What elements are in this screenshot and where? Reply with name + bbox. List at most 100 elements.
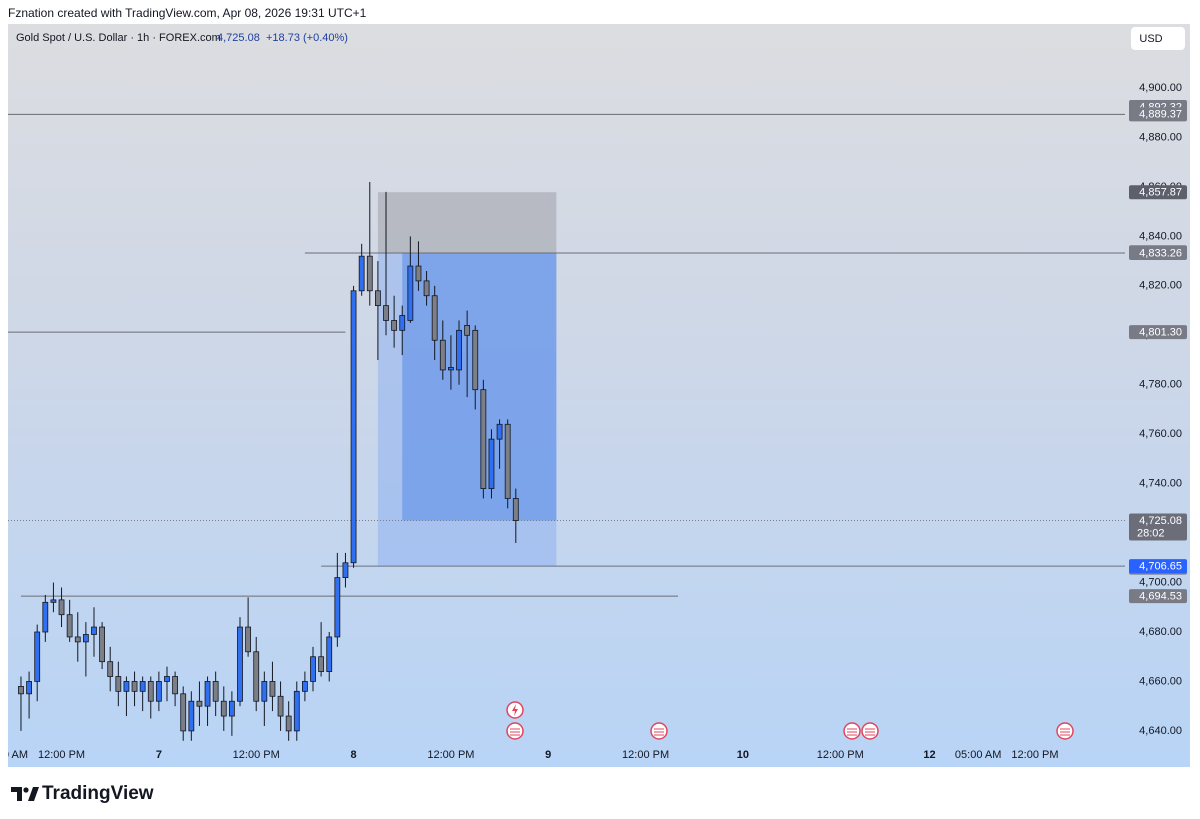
- candle-body: [212, 681, 219, 702]
- level-tag-box: [1129, 589, 1187, 604]
- level-tag-box: [1129, 246, 1187, 261]
- y-tick-label: 4,640.00: [1139, 725, 1182, 737]
- y-tick-label: 4,680.00: [1139, 626, 1182, 638]
- plot: 05:00 AM 12:00 PM 7 12:00 PM 8 12:00 PM 9 12:00…: [0, 113, 1125, 761]
- y-tick-label: 4,740.00: [1139, 478, 1182, 490]
- currency-label[interactable]: USD: [1139, 33, 1162, 45]
- level-tag-label: 4,801.30: [1139, 326, 1182, 338]
- x-tick-label: 12:00 PM: [622, 749, 669, 761]
- candle-body: [99, 626, 105, 663]
- candle-body: [431, 295, 438, 341]
- x-tick-label: 7: [156, 749, 162, 761]
- x-tick-label: 12:00 PM: [427, 749, 474, 761]
- candle-body: [164, 676, 170, 682]
- candle-body: [399, 315, 406, 331]
- candle-body: [415, 265, 422, 282]
- level-tag-box: [1129, 325, 1187, 340]
- current-tag-label: 4,725.08: [1139, 515, 1182, 527]
- candle-body: [472, 329, 479, 391]
- candle-body: [277, 695, 284, 717]
- y-tick-label: 4,780.00: [1139, 379, 1182, 391]
- caption: Fznation created with TradingView.com, A…: [8, 6, 367, 20]
- x-tick-label: 8: [351, 749, 357, 761]
- candle-body: [123, 681, 130, 692]
- stop-tag-box: [1129, 185, 1187, 200]
- last-price: 4,725.08: [217, 32, 260, 44]
- candle-body: [115, 676, 122, 692]
- level-tag-label: 4,694.53: [1139, 590, 1182, 602]
- candle-body: [456, 329, 462, 371]
- y-tick-label: 4,880.00: [1139, 131, 1182, 143]
- candle-body: [107, 661, 114, 677]
- candle-body: [42, 601, 49, 633]
- candle-body: [196, 700, 203, 707]
- candle-body: [439, 339, 446, 371]
- candle-body: [366, 255, 373, 292]
- x-tick-label: 12:00 PM: [817, 749, 864, 761]
- price-axis: 4,640.004,660.004,680.004,700.004,720.00…: [1129, 82, 1187, 737]
- candle-body: [228, 700, 235, 717]
- candle-body: [74, 636, 81, 643]
- candle-body: [34, 631, 41, 682]
- candle-body: [18, 685, 24, 695]
- level-tag-box: [1129, 559, 1187, 574]
- candle-body: [188, 700, 195, 732]
- candle-body: [285, 715, 292, 732]
- candle-body: [480, 389, 487, 489]
- candle-body: [245, 626, 252, 653]
- y-tick-label: 4,840.00: [1139, 230, 1182, 242]
- symbol-title: Gold Spot / U.S. Dollar · 1h · FOREX.com: [16, 32, 221, 44]
- reward-progress: [402, 253, 557, 521]
- candle-body: [350, 290, 357, 564]
- level-tag-label: 4,833.26: [1139, 247, 1182, 259]
- candle-body: [26, 681, 32, 695]
- candle-body: [423, 280, 430, 297]
- candle-body: [180, 693, 187, 732]
- candle-body: [383, 305, 389, 321]
- candle-body: [50, 599, 57, 603]
- candle-body: [237, 626, 243, 702]
- brand-name: TradingView: [42, 783, 154, 804]
- y-tick-label: 4,660.00: [1139, 675, 1182, 687]
- currency-button[interactable]: [1131, 27, 1185, 50]
- price-change: +18.73 (+0.40%): [266, 32, 348, 44]
- x-tick-label: 12: [923, 749, 935, 761]
- candle-body: [253, 651, 260, 702]
- x-tick-label: 05:00 AM: [0, 749, 28, 761]
- candle-body: [334, 577, 341, 638]
- y-tick-label: 4,700.00: [1139, 576, 1182, 588]
- x-tick-label: 05:00 AM: [955, 749, 1001, 761]
- y-tick-label: 4,900.00: [1139, 82, 1182, 94]
- x-tick-label: 10: [737, 749, 749, 761]
- candle-body: [66, 614, 73, 638]
- candle-body: [358, 255, 365, 292]
- y-tick-label: 4,760.00: [1139, 428, 1182, 440]
- candle-body: [269, 681, 276, 697]
- countdown-label: 28:02: [1137, 527, 1165, 539]
- level-tag-label: 4,706.65: [1139, 561, 1182, 573]
- candle-body: [374, 290, 381, 307]
- candle-body: [204, 681, 211, 707]
- candle-body: [407, 265, 414, 321]
- candle-body: [342, 562, 349, 579]
- candle-body: [448, 367, 454, 371]
- candle-body: [82, 634, 89, 643]
- risk-zone: [377, 192, 557, 254]
- candle-body: [58, 599, 65, 616]
- candle-body: [261, 681, 268, 702]
- x-tick-label: 12:00 PM: [1011, 749, 1058, 761]
- level-tag-label: 4,889.37: [1139, 109, 1182, 121]
- candle-body: [310, 656, 316, 682]
- x-tick-label: 12:00 PM: [38, 749, 85, 761]
- level-tag-box: [1129, 107, 1187, 122]
- candle-body: [326, 636, 333, 672]
- brand-logo: [11, 787, 39, 801]
- event-icons: [506, 701, 1074, 740]
- candle-body: [220, 700, 227, 717]
- candle-body: [464, 325, 471, 336]
- candle-body: [147, 681, 154, 702]
- candle-body: [172, 676, 179, 695]
- candle-body: [301, 681, 308, 692]
- candle-body: [293, 690, 300, 732]
